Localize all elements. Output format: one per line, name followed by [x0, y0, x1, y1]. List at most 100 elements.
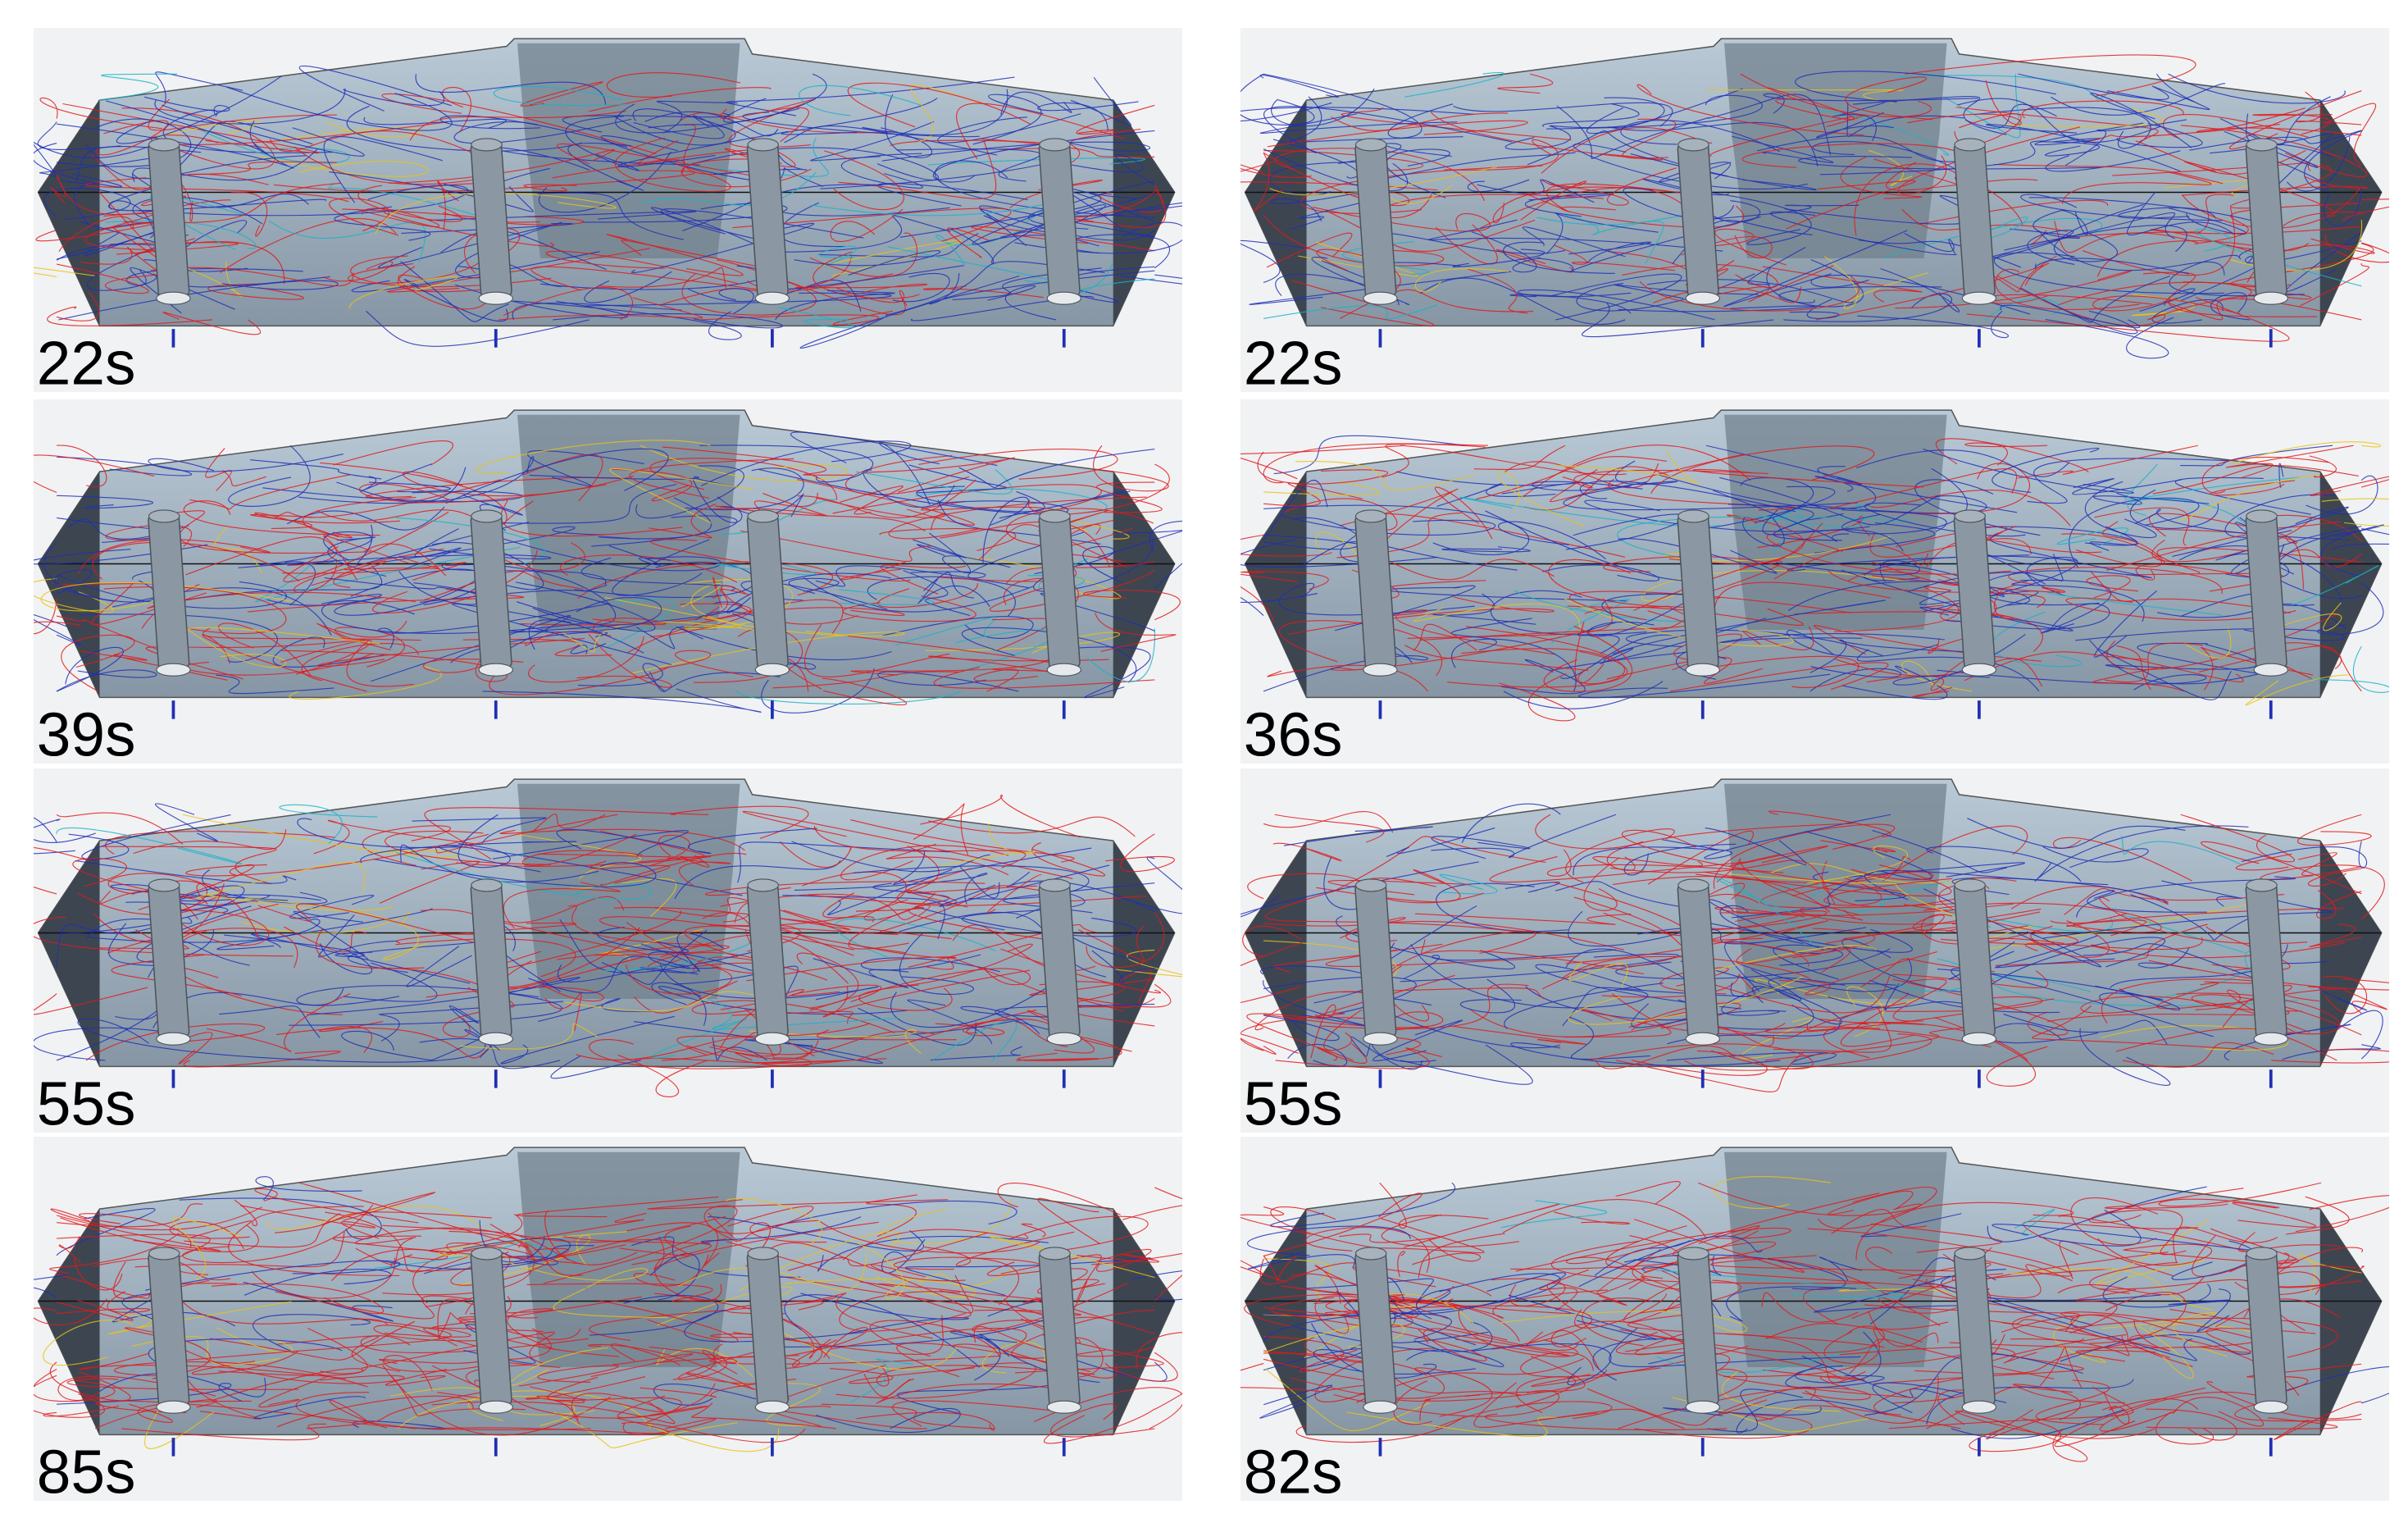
- streamline: [701, 1216, 862, 1244]
- streamline: [1814, 624, 2042, 662]
- streamline: [776, 1200, 1017, 1227]
- streamline: [2099, 649, 2232, 700]
- streamline: [152, 510, 371, 554]
- streamline: [275, 1027, 489, 1059]
- streamline: [1063, 193, 1155, 229]
- streamline: [162, 104, 365, 157]
- streamline: [989, 1236, 1155, 1279]
- streamline: [428, 211, 697, 221]
- streamline: [2310, 476, 2389, 496]
- streamline: [1853, 96, 2007, 135]
- streamline: [2241, 841, 2368, 869]
- cylinder-top: [2246, 509, 2278, 523]
- streamline: [735, 690, 961, 704]
- streamline: [1610, 859, 1836, 905]
- streamline: [492, 830, 689, 859]
- streamline: [1762, 266, 1923, 303]
- streamline: [913, 803, 969, 855]
- streamline: [1267, 664, 1428, 692]
- cylinder-base: [1961, 291, 1997, 305]
- streamline: [281, 650, 508, 682]
- streamline: [1269, 166, 1498, 196]
- streamline: [1687, 188, 1812, 245]
- streamline: [557, 143, 769, 180]
- cylinder-base: [1046, 1032, 1081, 1046]
- streamline: [107, 928, 298, 969]
- streamline: [1732, 135, 1834, 163]
- streamline: [1278, 582, 1475, 616]
- streamline: [1966, 296, 2290, 342]
- streamline: [1736, 947, 1851, 973]
- streamline: [257, 155, 429, 177]
- center-box: [517, 414, 740, 630]
- streamline: [1967, 818, 2186, 849]
- streamline: [161, 1317, 452, 1363]
- streamline: [525, 1376, 646, 1420]
- streamline: [1814, 522, 1936, 554]
- streamline: [710, 1333, 831, 1360]
- streamline: [545, 250, 740, 285]
- streamline: [1966, 1293, 2197, 1361]
- streamline: [599, 916, 855, 951]
- streamline: [604, 596, 742, 628]
- streamline: [928, 655, 1109, 673]
- streamline: [226, 86, 453, 131]
- streamline: [1964, 442, 2048, 466]
- streamline: [1542, 954, 1687, 990]
- streamline: [1596, 1248, 1661, 1295]
- cylinder-base: [156, 1032, 191, 1046]
- streamline: [459, 1023, 599, 1050]
- streamline: [1550, 599, 1630, 645]
- streamline: [650, 603, 752, 638]
- streamline: [357, 185, 463, 222]
- streamline: [1263, 980, 1373, 1028]
- streamline: [725, 1197, 822, 1247]
- streamline: [1033, 535, 1154, 592]
- streamline: [813, 958, 909, 988]
- time-label: 22s: [37, 329, 136, 392]
- streamline: [691, 1402, 836, 1429]
- streamline: [334, 206, 431, 241]
- streamline: [855, 1242, 912, 1300]
- streamline: [822, 969, 1031, 1018]
- streamline: [1868, 1311, 1939, 1347]
- streamline: [1754, 978, 1920, 1005]
- streamline: [1015, 1334, 1164, 1374]
- streamline: [2076, 876, 2296, 918]
- streamline: [2092, 492, 2210, 505]
- streamline: [1550, 97, 1665, 129]
- streamline: [1059, 185, 1167, 228]
- cylinder-top: [1954, 509, 1986, 523]
- streamline: [1263, 1337, 1369, 1364]
- streamline: [692, 479, 743, 523]
- streamline: [721, 499, 836, 535]
- streamline: [1499, 673, 1576, 722]
- streamline: [2178, 474, 2319, 522]
- streamline: [817, 1029, 957, 1041]
- streamline: [2151, 517, 2314, 563]
- streamline: [516, 1196, 719, 1218]
- cylinder-base: [1961, 663, 1997, 677]
- streamline: [681, 582, 844, 636]
- streamline: [659, 964, 879, 1001]
- streamline: [1617, 516, 1912, 559]
- streamline: [787, 1232, 989, 1271]
- streamline: [2017, 445, 2198, 479]
- streamline: [517, 833, 642, 880]
- streamline: [1336, 915, 1515, 970]
- streamline: [533, 814, 606, 832]
- streamline: [155, 71, 244, 103]
- cylinder-base: [478, 663, 513, 677]
- streamline: [1275, 148, 1486, 202]
- streamline: [57, 1290, 151, 1314]
- cylinder-base: [1046, 291, 1081, 305]
- streamline: [56, 1208, 156, 1256]
- streamline: [322, 261, 394, 282]
- streamline: [2180, 814, 2295, 863]
- streamline: [840, 845, 1009, 881]
- streamline: [1714, 903, 2014, 918]
- streamline: [2134, 508, 2350, 540]
- streamline: [1705, 864, 1952, 896]
- streamline: [86, 234, 189, 291]
- streamline: [457, 1296, 512, 1320]
